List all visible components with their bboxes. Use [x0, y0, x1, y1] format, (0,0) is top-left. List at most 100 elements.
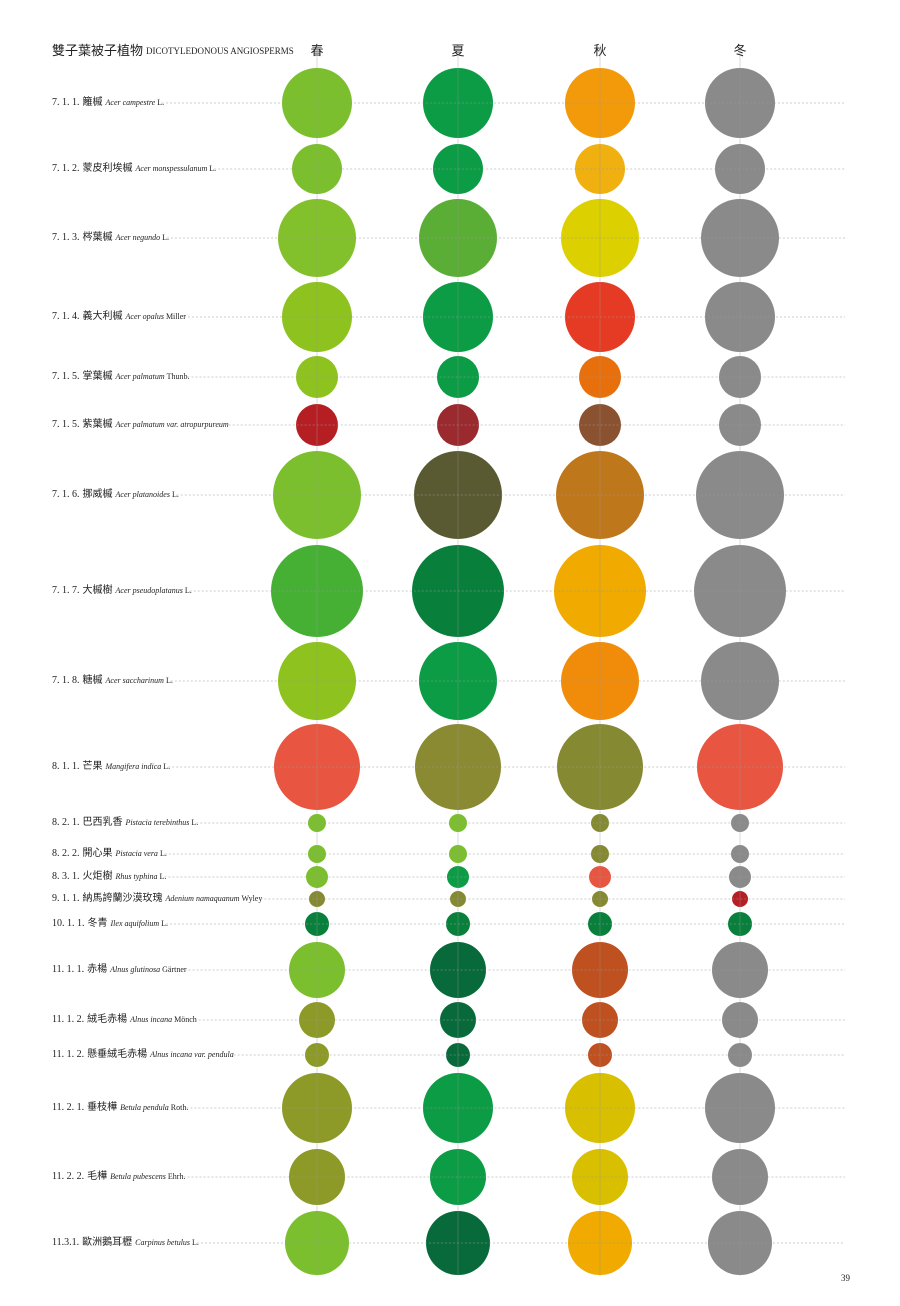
code: 7. 1. 5. — [52, 371, 80, 382]
row-label: 7. 1. 6. 挪威槭 Acer platanoides L. — [52, 487, 179, 500]
author: L. — [162, 233, 169, 242]
author: Mönch — [174, 1015, 197, 1024]
latin-name: Acer opalus — [125, 312, 164, 321]
latin-name: Mangifera indica — [105, 762, 162, 771]
row-label: 7. 1. 5. 紫葉槭 Acer palmatum var. atropurpur… — [52, 417, 229, 430]
name-zh: 紫葉槭 — [83, 417, 113, 430]
row-label: 11.3.1. 歐洲鵝耳櫪 Carpinus betulus L. — [52, 1235, 199, 1248]
row-label: 8. 3. 1. 火炬樹 Rhus typhina L. — [52, 869, 166, 882]
name-zh: 絨毛赤楊 — [87, 1012, 127, 1025]
row-label: 10. 1. 1. 冬青 Ilex aquifolium L. — [52, 916, 168, 929]
author: Wyley — [242, 894, 263, 903]
author: L. — [192, 1238, 199, 1247]
latin-name: Adenium namaquanum — [165, 894, 240, 903]
row-label: 7. 1. 8. 糖槭 Acer saccharinum L. — [52, 673, 173, 686]
row-label: 8. 1. 1. 芒果 Mangifera indica L. — [52, 759, 170, 772]
latin-name: Acer negundo — [115, 233, 161, 242]
latin-name: Rhus typhina — [115, 872, 158, 881]
row-label: 7. 1. 2. 蒙皮利埃槭 Acer monspessulanum L. — [52, 161, 216, 174]
code: 8. 2. 2. — [52, 848, 80, 859]
code: 7. 1. 2. — [52, 163, 80, 174]
row-label: 7. 1. 5. 掌葉槭 Acer palmatum Thunb. — [52, 369, 190, 382]
author: L. — [191, 818, 198, 827]
author: Gärtner — [162, 965, 187, 974]
code: 7. 1. 6. — [52, 489, 80, 500]
title-zh: 雙子葉被子植物 — [52, 43, 143, 58]
code: 7. 1. 8. — [52, 675, 80, 686]
author: L. — [160, 872, 167, 881]
name-zh: 火炬樹 — [83, 869, 113, 882]
code: 8. 3. 1. — [52, 871, 80, 882]
latin-name: Acer saccharinum — [105, 676, 165, 685]
code: 7. 1. 3. — [52, 232, 80, 243]
latin-name: Carpinus betulus — [135, 1238, 190, 1247]
title-en: DICOTYLEDONOUS ANGIOSPERMS — [146, 46, 294, 56]
latin-name: Alnus incana — [129, 1015, 172, 1024]
name-zh: 毛樺 — [87, 1169, 107, 1182]
name-zh: 赤楊 — [87, 963, 107, 975]
name-zh: 梣葉槭 — [83, 230, 113, 243]
author: L. — [163, 762, 170, 771]
latin-name: Pistacia terebinthus — [125, 818, 190, 827]
name-zh: 開心果 — [83, 847, 113, 859]
name-zh: 納馬誇蘭沙漠玫瑰 — [83, 891, 163, 904]
code: 11. 1. 2. — [52, 1014, 84, 1025]
code: 11. 1. 1. — [52, 964, 84, 975]
code: 8. 2. 1. — [52, 817, 80, 828]
latin-name: Alnus incana var. pendula — [149, 1050, 234, 1059]
name-zh: 大槭樹 — [83, 583, 113, 596]
author: L. — [161, 919, 168, 928]
code: 11. 2. 2. — [52, 1171, 84, 1182]
latin-name: Acer campestre — [105, 98, 156, 107]
latin-name: Betula pendula — [120, 1103, 169, 1112]
code: 10. 1. 1. — [52, 918, 85, 929]
page-number: 39 — [841, 1273, 851, 1283]
latin-name: Acer monspessulanum — [135, 164, 208, 173]
author: L. — [157, 98, 164, 107]
author: L. — [185, 586, 192, 595]
code: 9. 1. 1. — [52, 893, 80, 904]
author: Miller — [166, 312, 186, 321]
code: 11. 1. 2. — [52, 1049, 84, 1060]
name-zh: 垂枝樺 — [87, 1100, 117, 1113]
row-label: 7. 1. 1. 籬槭 Acer campestre L. — [52, 95, 164, 108]
name-zh: 蒙皮利埃槭 — [83, 161, 133, 174]
code: 7. 1. 1. — [52, 97, 80, 108]
latin-name: Acer pseudoplatanus — [115, 586, 183, 595]
row-label: 11. 2. 2. 毛樺 Betula pubescens Ehrh. — [52, 1169, 185, 1182]
name-zh: 糖槭 — [83, 673, 103, 686]
latin-name: Acer palmatum — [115, 372, 165, 381]
row-label: 11. 1. 2. 懸垂絨毛赤楊 Alnus incana var. pendula — [52, 1047, 234, 1060]
row-label: 7. 1. 4. 義大利槭 Acer opalus Miller — [52, 309, 186, 322]
row-label: 8. 2. 2. 開心果 Pistacia vera L. — [52, 847, 167, 859]
name-zh: 懸垂絨毛赤楊 — [87, 1047, 147, 1060]
name-zh: 掌葉槭 — [83, 369, 113, 382]
name-zh: 冬青 — [88, 916, 108, 929]
row-label: 8. 2. 1. 巴西乳香 Pistacia terebinthus L. — [52, 815, 198, 828]
name-zh: 歐洲鵝耳櫪 — [82, 1235, 132, 1248]
author: L. — [209, 164, 216, 173]
latin-name: Acer platanoides — [115, 490, 170, 499]
row-label: 11. 1. 1. 赤楊 Alnus glutinosa Gärtner — [52, 963, 187, 975]
latin-name: Betula pubescens — [110, 1172, 166, 1181]
row-label: 9. 1. 1. 納馬誇蘭沙漠玫瑰 Adenium namaquanum Wyley — [52, 891, 262, 904]
latin-name: Acer palmatum var. atropurpureum — [115, 420, 229, 429]
code: 7. 1. 7. — [52, 585, 80, 596]
code: 7. 1. 4. — [52, 311, 80, 322]
title: 雙子葉被子植物 DICOTYLEDONOUS ANGIOSPERMS — [52, 43, 294, 58]
row-label: 11. 2. 1. 垂枝樺 Betula pendula Roth. — [52, 1100, 188, 1113]
author: Ehrh. — [168, 1172, 186, 1181]
latin-name: Pistacia vera — [115, 849, 158, 858]
author: L. — [166, 676, 173, 685]
author: Roth. — [171, 1103, 189, 1112]
row-label: 11. 1. 2. 絨毛赤楊 Alnus incana Mönch — [52, 1012, 197, 1025]
name-zh: 義大利槭 — [83, 309, 123, 322]
row-label: 7. 1. 3. 梣葉槭 Acer negundo L. — [52, 230, 169, 243]
code: 11. 2. 1. — [52, 1102, 84, 1113]
code: 11.3.1. — [52, 1237, 79, 1248]
name-zh: 巴西乳香 — [83, 815, 123, 828]
name-zh: 挪威槭 — [83, 487, 113, 500]
latin-name: Ilex aquifolium — [110, 919, 160, 928]
author: L. — [160, 849, 167, 858]
